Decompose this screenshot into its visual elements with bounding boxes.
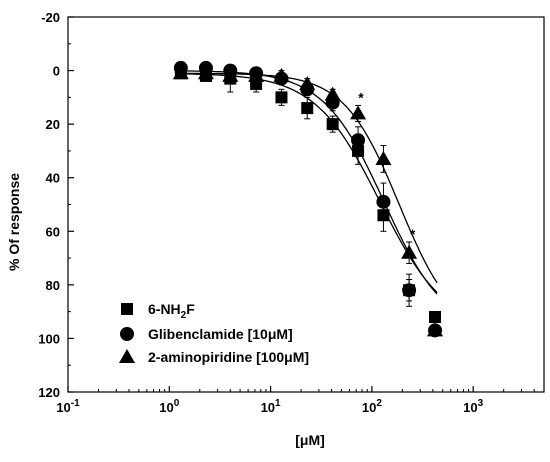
y-axis-title: % Of response <box>6 173 22 271</box>
triangle-point <box>222 67 239 82</box>
fit-curve <box>178 73 438 293</box>
y-tick-label: 100 <box>38 331 60 346</box>
circle-point <box>376 194 391 209</box>
significance-annotations: ** <box>358 89 416 242</box>
x-axis: 10-1 100 101 102 103 <box>56 386 545 415</box>
plot-frame <box>67 16 545 393</box>
triangle-point <box>401 244 418 259</box>
square-point <box>275 91 288 104</box>
significance-asterisk: * <box>358 89 364 105</box>
circle-point <box>351 133 366 148</box>
y-tick-label: 60 <box>46 224 60 239</box>
x-tick-label: 100 <box>159 398 179 415</box>
triangle-point <box>248 67 265 82</box>
square-point <box>326 118 339 131</box>
y-axis: -20 0 20 40 60 80 100 120 <box>38 10 74 400</box>
square-point <box>301 102 314 115</box>
y-tick-label: 20 <box>46 117 60 132</box>
x-axis-title: [μM] <box>295 432 325 448</box>
x-tick-label: 101 <box>261 398 281 415</box>
triangle-point <box>350 105 367 120</box>
triangle-point <box>427 322 444 337</box>
data-markers <box>172 60 444 338</box>
legend: 6-NH2F Glibenclamide [10μM] 2-aminopiridin… <box>119 301 309 365</box>
plot-border <box>67 16 545 393</box>
square-point <box>377 209 390 222</box>
square-point <box>429 311 442 323</box>
x-tick-label: 103 <box>463 398 483 415</box>
y-tick-label: 40 <box>46 171 60 186</box>
triangle-point <box>375 150 392 165</box>
legend-triangle-icon <box>119 349 135 363</box>
legend-circle-icon <box>120 327 134 341</box>
circle-point <box>402 283 417 298</box>
triangle-point <box>299 75 316 90</box>
legend-square-icon <box>121 303 133 315</box>
y-tick-label: 120 <box>38 385 60 400</box>
triangle-point <box>324 86 341 101</box>
triangle-point <box>273 67 290 82</box>
legend-label: Glibenclamide [10μM] <box>148 326 293 342</box>
x-tick-label: 102 <box>362 398 382 415</box>
triangle-point <box>197 65 214 80</box>
y-tick-label: -20 <box>41 10 60 25</box>
square-point <box>352 144 365 157</box>
significance-asterisk: * <box>410 226 416 242</box>
legend-label: 6-NH2F <box>148 301 195 321</box>
y-tick-label: 80 <box>46 278 60 293</box>
triangle-point <box>172 65 189 80</box>
legend-label: 2-aminopiridine [100μM] <box>148 349 309 365</box>
y-tick-label: 0 <box>53 64 60 79</box>
x-tick-label: 10-1 <box>56 398 80 415</box>
